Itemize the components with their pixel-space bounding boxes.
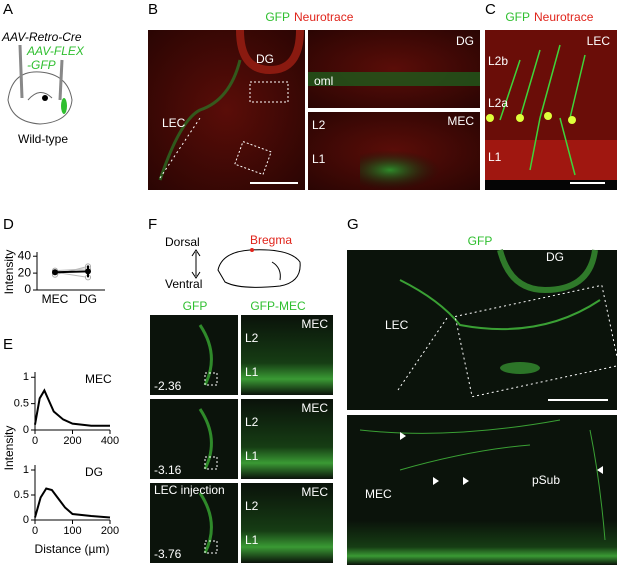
- panel-letter: G: [347, 216, 359, 233]
- plot-title: DG: [85, 465, 103, 479]
- panel-letter: B: [148, 1, 158, 18]
- y-tick-label: 20: [18, 265, 32, 279]
- virus-label: AAV-Retro-Cre: [1, 30, 82, 44]
- x-tick-label: 200: [101, 525, 119, 537]
- y-tick-label: 1: [23, 371, 29, 383]
- layer-label: L2: [245, 415, 259, 429]
- layer-label: L1: [312, 152, 326, 166]
- mouse-label: Wild-type: [18, 132, 68, 146]
- micrograph: [150, 315, 238, 395]
- section-label: LEC injection: [154, 483, 225, 497]
- micrograph: [485, 30, 617, 190]
- micrograph: [198, 408, 213, 470]
- y-tick-label: 0: [23, 424, 29, 436]
- stain-label: Neurotrace: [294, 10, 354, 24]
- x-tick-label: MEC: [42, 292, 69, 306]
- y-tick-label: 0.5: [14, 398, 29, 410]
- virus-label: AAV-FLEX: [26, 44, 85, 58]
- region-label: DG: [546, 250, 564, 264]
- x-tick-label: 200: [63, 435, 81, 447]
- layer-label: L2a: [488, 96, 508, 110]
- x-tick-label: 100: [63, 525, 81, 537]
- x-tick-label: DG: [79, 292, 97, 306]
- micrograph: [150, 399, 238, 479]
- micrograph: [241, 483, 333, 563]
- layer-label: L1: [245, 365, 259, 379]
- region-label: LEC: [385, 318, 409, 332]
- micrograph: [347, 249, 617, 565]
- mean-trace: [34, 487, 111, 519]
- micrograph: [241, 399, 333, 479]
- section-label: -2.36: [154, 379, 182, 393]
- column-header: GFP-MEC: [250, 299, 306, 313]
- stain-label: GFP: [468, 234, 493, 248]
- layer-label: L2b: [488, 54, 508, 68]
- mean-point: [85, 268, 91, 275]
- layer-label: oml: [314, 74, 333, 88]
- micrograph: [148, 29, 480, 190]
- stain-label: Neurotrace: [534, 10, 594, 24]
- y-axis-label: Intensity: [2, 426, 16, 471]
- y-tick-label: 1: [23, 464, 29, 476]
- panel-letter: E: [3, 336, 13, 353]
- micrograph: [150, 483, 238, 563]
- layer-label: L2: [245, 499, 259, 513]
- stain-label: GFP: [505, 10, 530, 24]
- brain-schematic: [7, 44, 73, 125]
- region-label: LEC: [162, 116, 186, 130]
- layer-label: L1: [488, 150, 502, 164]
- y-axis-label: Intensity: [2, 250, 16, 295]
- roi-box: [204, 372, 218, 386]
- x-tick-label: 0: [32, 435, 38, 447]
- section-label: -3.76: [154, 547, 182, 561]
- region-label: pSub: [532, 473, 560, 487]
- stain-label: GFP: [265, 10, 290, 24]
- y-tick-label: 0: [23, 514, 29, 526]
- region-label: MEC: [301, 485, 328, 499]
- micrograph: [198, 324, 213, 386]
- y-tick-label: 0: [24, 282, 31, 296]
- mean-point: [52, 269, 58, 276]
- micrograph: [241, 315, 333, 395]
- landmark-label: Bregma: [250, 233, 292, 247]
- micrograph: [198, 492, 213, 554]
- animal-line: [54, 268, 89, 272]
- direction-label: Ventral: [165, 277, 202, 291]
- column-header: GFP: [183, 299, 208, 313]
- section-label: -3.16: [154, 463, 182, 477]
- panel-letter: F: [148, 216, 157, 233]
- panel-letter: C: [485, 1, 496, 18]
- region-label: MEC: [365, 487, 392, 501]
- layer-label: L2: [312, 118, 326, 132]
- x-axis-label: Distance (µm): [35, 542, 110, 556]
- plot-title: MEC: [85, 372, 112, 386]
- virus-label: -GFP: [27, 58, 56, 72]
- y-tick-label: 40: [18, 248, 32, 262]
- schematic: [191, 248, 301, 288]
- mean-line: [54, 270, 89, 274]
- region-label: MEC: [301, 401, 328, 415]
- region-label: MEC: [301, 317, 328, 331]
- panel-letter: D: [3, 216, 14, 233]
- region-label: DG: [256, 52, 274, 66]
- region-label: DG: [456, 34, 474, 48]
- layer-label: L1: [245, 533, 259, 547]
- x-tick-label: 400: [101, 435, 119, 447]
- mean-trace: [34, 388, 110, 427]
- layer-label: L1: [245, 449, 259, 463]
- roi-box: [204, 540, 218, 554]
- region-label: MEC: [447, 114, 474, 128]
- region-label: LEC: [587, 34, 611, 48]
- x-tick-label: 0: [32, 525, 38, 537]
- panel-letter: A: [3, 1, 13, 18]
- y-tick-label: 0.5: [14, 489, 29, 501]
- direction-label: Dorsal: [165, 235, 200, 249]
- roi-box: [204, 456, 218, 470]
- layer-label: L2: [245, 331, 259, 345]
